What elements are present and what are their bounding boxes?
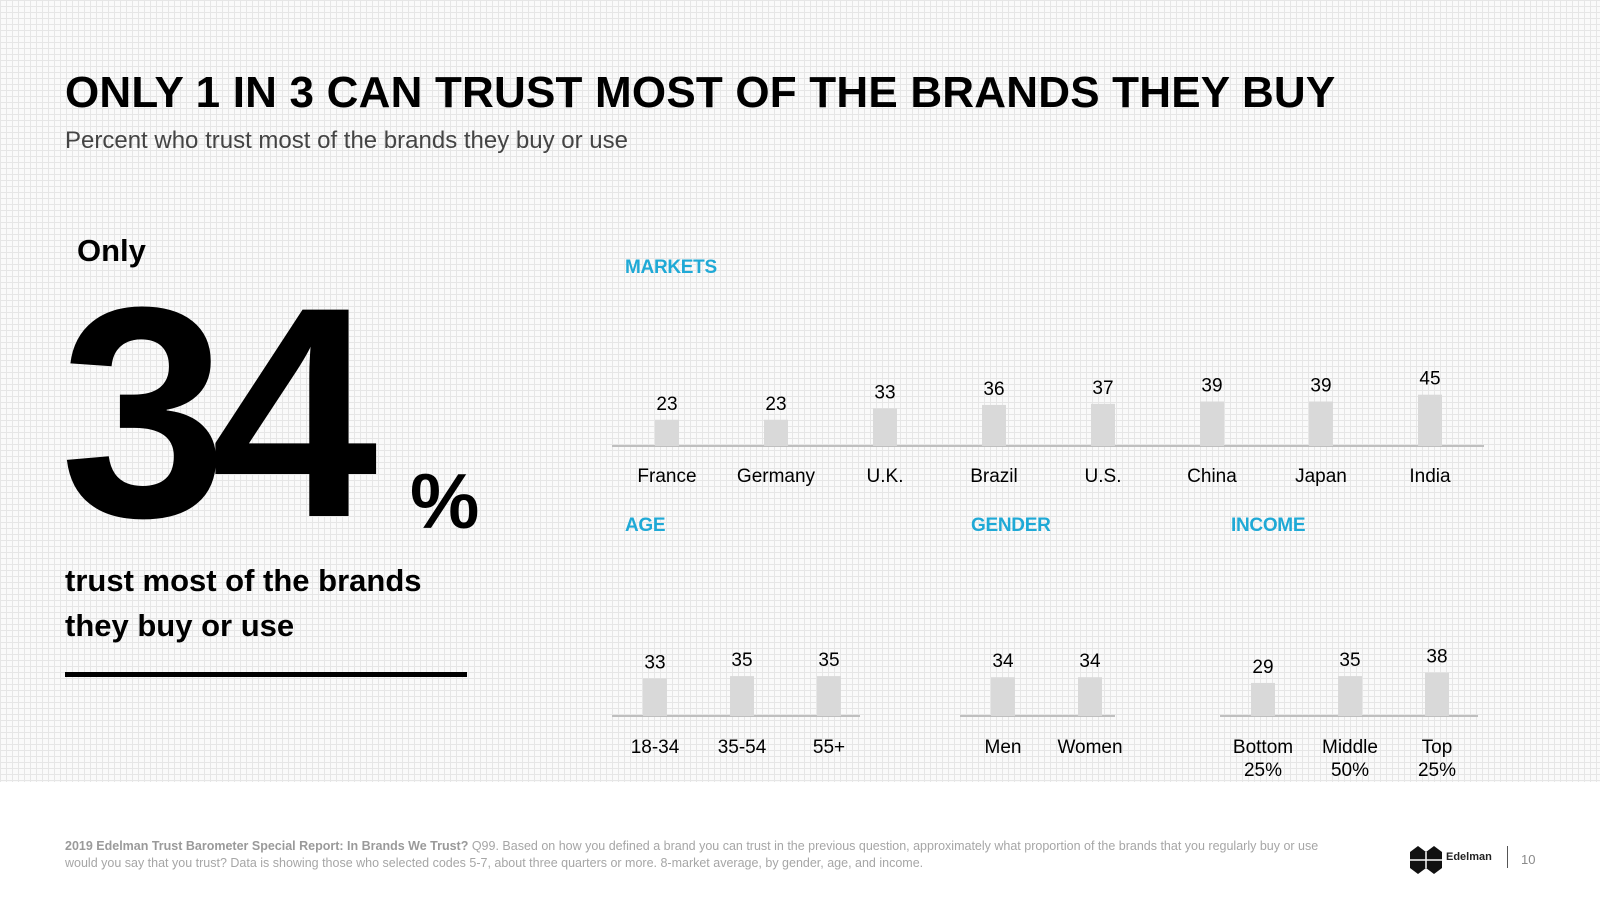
income-category-label: Middle bbox=[1322, 737, 1378, 758]
markets-bar bbox=[873, 408, 897, 446]
markets-value-label: 39 bbox=[1310, 376, 1331, 397]
markets-category-label: France bbox=[637, 466, 696, 487]
footnote: 2019 Edelman Trust Barometer Special Rep… bbox=[65, 838, 1345, 872]
age-value-label: 35 bbox=[731, 650, 752, 671]
markets-bar bbox=[1418, 394, 1442, 446]
page-subtitle: Percent who trust most of the brands the… bbox=[65, 127, 628, 154]
gender-category-label: Men bbox=[985, 737, 1022, 758]
logo-separator bbox=[1507, 846, 1508, 868]
markets-bar bbox=[655, 419, 679, 446]
footnote-source: 2019 Edelman Trust Barometer Special Rep… bbox=[65, 839, 469, 853]
page-title: ONLY 1 IN 3 CAN TRUST MOST OF THE BRANDS… bbox=[65, 68, 1336, 117]
markets-category-label: India bbox=[1409, 466, 1451, 487]
markets-category-label: China bbox=[1187, 466, 1237, 487]
gender-value-label: 34 bbox=[992, 651, 1014, 672]
age-category-label: 55+ bbox=[813, 737, 845, 758]
callout-value: 34 bbox=[60, 244, 378, 580]
income-bar bbox=[1251, 682, 1275, 716]
markets-category-label: U.S. bbox=[1085, 466, 1122, 487]
income-category-label: 25% bbox=[1244, 760, 1282, 781]
markets-value-label: 33 bbox=[874, 382, 895, 403]
markets-bar bbox=[1091, 403, 1115, 446]
age-value-label: 35 bbox=[818, 650, 839, 671]
edelman-logo-icon bbox=[1410, 846, 1442, 874]
income-bar bbox=[1425, 672, 1449, 716]
page-number: 10 bbox=[1521, 852, 1536, 867]
markets-bar bbox=[1200, 401, 1224, 446]
markets-value-label: 45 bbox=[1419, 369, 1440, 390]
markets-category-label: Germany bbox=[737, 466, 816, 487]
markets-bar bbox=[1309, 401, 1333, 446]
gender-bar bbox=[991, 677, 1015, 716]
section-label-age: AGE bbox=[625, 515, 666, 536]
age-value-label: 33 bbox=[644, 652, 665, 673]
gender-category-label: Women bbox=[1057, 737, 1122, 758]
income-category-label: 50% bbox=[1331, 760, 1369, 781]
age-category-label: 35-54 bbox=[718, 737, 767, 758]
gender-bar bbox=[1078, 677, 1102, 716]
logo-text: Edelman bbox=[1446, 851, 1492, 863]
callout-divider bbox=[65, 672, 467, 677]
age-bar bbox=[817, 676, 841, 716]
markets-value-label: 39 bbox=[1201, 376, 1222, 397]
section-label-gender: GENDER bbox=[971, 515, 1051, 536]
income-category-label: 25% bbox=[1418, 760, 1456, 781]
markets-value-label: 37 bbox=[1092, 378, 1113, 399]
markets-category-label: Brazil bbox=[970, 466, 1018, 487]
markets-category-label: Japan bbox=[1295, 466, 1347, 487]
callout-prefix: Only bbox=[77, 233, 146, 268]
income-value-label: 35 bbox=[1339, 650, 1360, 671]
section-label-income: INCOME bbox=[1231, 515, 1306, 536]
markets-bar bbox=[764, 419, 788, 446]
footnote-text: Q99. Based on how you defined a brand yo… bbox=[65, 839, 1319, 870]
age-bar bbox=[730, 676, 754, 716]
section-label-markets: MARKETS bbox=[625, 257, 717, 278]
income-category-label: Top bbox=[1422, 737, 1453, 758]
income-category-label: Bottom bbox=[1233, 737, 1293, 758]
markets-value-label: 36 bbox=[983, 379, 1004, 400]
gender-value-label: 34 bbox=[1079, 651, 1101, 672]
income-value-label: 29 bbox=[1252, 657, 1273, 678]
markets-category-label: U.K. bbox=[867, 466, 904, 487]
markets-value-label: 23 bbox=[656, 394, 677, 415]
income-bar bbox=[1338, 676, 1362, 716]
callout-unit: % bbox=[410, 457, 480, 545]
age-category-label: 18-34 bbox=[631, 737, 680, 758]
grid-background bbox=[0, 0, 1600, 782]
age-bar bbox=[643, 678, 667, 716]
income-value-label: 38 bbox=[1426, 647, 1447, 668]
bar-charts: 23 France 23 Germany 33 U.K. 36 Brazil 37 U.S. 39 C… bbox=[612, 369, 1484, 781]
markets-value-label: 23 bbox=[765, 394, 786, 415]
callout-text: trust most of the brands they buy or use bbox=[65, 563, 422, 643]
markets-bar bbox=[982, 404, 1006, 446]
